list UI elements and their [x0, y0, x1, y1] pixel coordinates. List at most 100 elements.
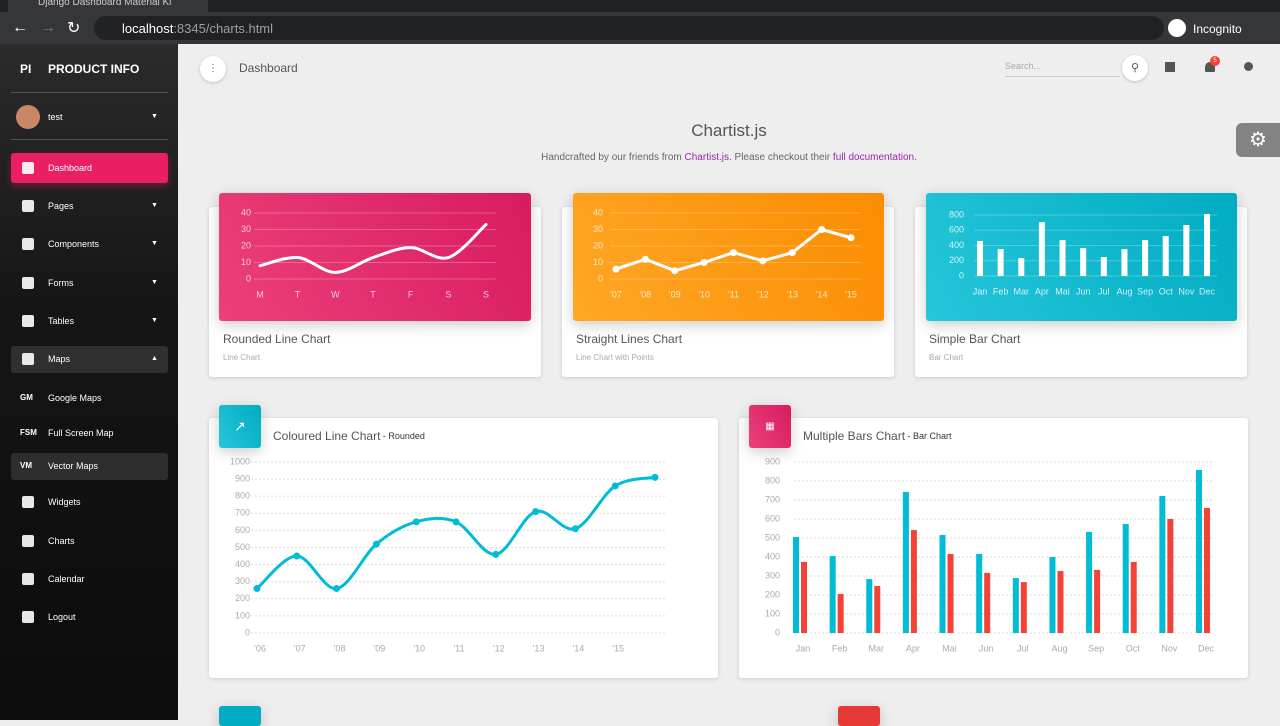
bar — [1094, 569, 1101, 633]
settings-button[interactable]: ⚙ — [1236, 123, 1280, 157]
y-tick-label: 500 — [765, 532, 780, 542]
y-tick-label: 900 — [765, 456, 780, 466]
text: . — [914, 152, 917, 163]
x-tick-label: Mar — [869, 643, 885, 653]
back-button[interactable]: ← — [12, 19, 28, 36]
x-tick-label: Jun — [1076, 286, 1091, 296]
link[interactable]: Chartist.js — [684, 152, 729, 163]
caret: ▼ — [151, 317, 158, 324]
y-tick-label: 600 — [949, 225, 964, 235]
apps-icon[interactable] — [1165, 62, 1175, 72]
point — [333, 585, 341, 593]
x-tick-label: Feb — [832, 643, 848, 653]
notification-icon[interactable] — [1205, 62, 1215, 72]
user-icon[interactable] — [1244, 62, 1253, 71]
bar — [1196, 469, 1202, 633]
bar — [866, 579, 873, 633]
menu-item[interactable]: Full Screen Map — [48, 428, 114, 438]
menu-item[interactable]: Calendar — [48, 574, 85, 584]
menu-item[interactable]: Google Maps — [48, 393, 102, 403]
menu-item[interactable]: Tables — [48, 316, 75, 326]
menu-item[interactable]: Dashboard — [48, 163, 93, 173]
card-icon: ▦ — [749, 405, 791, 448]
menu-item[interactable]: Pages — [48, 201, 74, 211]
y-tick-label: 600 — [235, 525, 250, 535]
chart-title: Coloured Line Chart - Rounded — [273, 429, 425, 443]
x-tick-label: Apr — [906, 643, 920, 653]
menu-item[interactable]: Forms — [48, 278, 74, 288]
x-tick-label: '13 — [786, 289, 798, 299]
y-tick-label: 500 — [235, 542, 250, 552]
x-tick-label: '12 — [757, 289, 769, 299]
point — [847, 234, 855, 242]
bar — [1122, 523, 1129, 633]
x-tick-label: Jan — [796, 643, 811, 653]
menu-toggle[interactable]: ⋮ — [200, 56, 226, 82]
text: . Please checkout their — [728, 152, 833, 163]
menu-abbr: GM — [20, 393, 33, 402]
line — [255, 475, 657, 591]
bar — [984, 572, 991, 633]
y-tick-label: 400 — [949, 240, 964, 250]
caret: ▼ — [151, 113, 158, 120]
bar — [910, 530, 917, 633]
x-tick-label: Sep — [1137, 286, 1153, 296]
chart-title-text: Coloured Line Chart — [273, 429, 381, 443]
x-tick-label: F — [408, 289, 414, 299]
user-name[interactable]: test — [48, 112, 63, 122]
x-tick-label: '08 — [640, 289, 652, 299]
menu-item[interactable]: Widgets — [48, 497, 81, 507]
highlight — [11, 453, 168, 480]
profile-label[interactable]: Incognito — [1193, 22, 1242, 36]
forward-button[interactable]: → — [40, 19, 56, 36]
menu-item[interactable]: Logout — [48, 612, 76, 622]
x-tick-label: Mai — [1055, 286, 1070, 296]
y-tick-label: 0 — [245, 627, 250, 637]
profile-icon[interactable] — [1168, 19, 1186, 37]
x-tick-label: S — [445, 289, 451, 299]
x-tick-label: Jul — [1017, 643, 1029, 653]
card-header — [573, 193, 884, 321]
bar — [997, 249, 1004, 276]
y-tick-label: 1000 — [230, 456, 250, 466]
header-title: Dashboard — [239, 61, 298, 75]
y-tick-label: 300 — [235, 576, 250, 586]
x-tick-label: Dec — [1198, 643, 1215, 653]
reload-button[interactable]: ↻ — [67, 20, 81, 37]
y-tick-label: 0 — [598, 273, 603, 283]
bar — [939, 534, 946, 633]
menu-item[interactable]: Charts — [48, 536, 75, 546]
x-tick-label: Sep — [1088, 643, 1104, 653]
x-tick-label: '13 — [533, 643, 545, 653]
bar — [902, 492, 909, 633]
bar — [1059, 240, 1066, 276]
search-input[interactable]: Search... — [1005, 61, 1120, 77]
bar — [1080, 248, 1087, 276]
x-tick-label: '06 — [254, 643, 266, 653]
divider — [11, 92, 168, 93]
search-button[interactable]: ⚲ — [1122, 55, 1148, 81]
x-tick-label: T — [295, 289, 301, 299]
x-tick-label: Mai — [942, 643, 957, 653]
x-tick-label: M — [256, 289, 264, 299]
menu-item[interactable]: Components — [48, 239, 100, 249]
logo-text[interactable]: PRODUCT INFO — [48, 62, 140, 76]
menu-item[interactable]: Maps — [48, 354, 71, 364]
y-tick-label: 30 — [241, 224, 251, 234]
bar — [976, 553, 983, 633]
point — [641, 255, 649, 263]
bar — [1020, 582, 1027, 633]
point — [571, 525, 579, 533]
menu-item[interactable]: Vector Maps — [48, 461, 99, 471]
chart-title: Multiple Bars Chart - Bar Chart — [803, 429, 952, 443]
divider — [11, 139, 168, 140]
y-tick-label: 800 — [235, 491, 250, 501]
chart-subtitle: Line Chart with Points — [576, 353, 654, 362]
x-tick-label: Aug — [1116, 286, 1132, 296]
tab[interactable]: Django Dashboard Material Ki — [8, 0, 208, 12]
link[interactable]: full documentation — [832, 152, 915, 163]
x-tick-label: Oct — [1159, 286, 1174, 296]
logo-short[interactable]: PI — [20, 62, 32, 76]
address-bar[interactable] — [94, 16, 1164, 40]
x-tick-label: '12 — [493, 643, 505, 653]
